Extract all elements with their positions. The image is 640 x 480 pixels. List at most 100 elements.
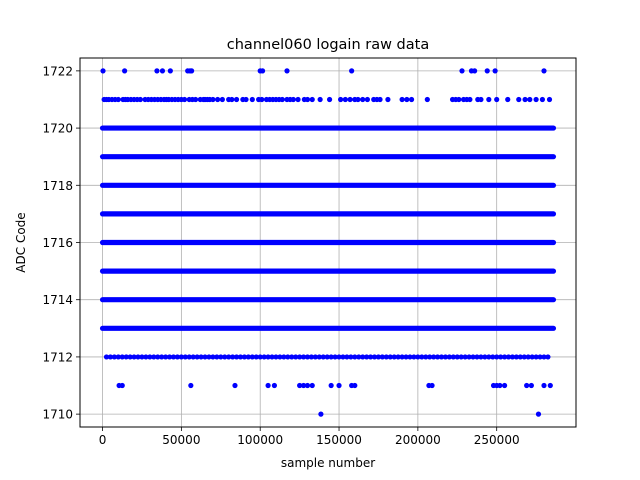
data-point	[399, 354, 405, 360]
data-point	[450, 354, 456, 360]
data-point	[438, 354, 445, 360]
data-point	[458, 354, 464, 360]
data-point	[474, 354, 480, 360]
data-point	[163, 354, 169, 360]
data-point	[505, 96, 511, 103]
data-point	[348, 354, 354, 360]
data-point	[338, 96, 344, 103]
data-point	[467, 96, 473, 103]
data-point	[349, 68, 355, 74]
data-point	[284, 68, 290, 74]
data-point	[509, 354, 516, 360]
data-point	[521, 354, 527, 360]
data-point	[154, 68, 160, 74]
data-point	[318, 411, 324, 417]
data-point	[166, 354, 173, 360]
data-point	[202, 354, 208, 360]
data-point	[332, 354, 338, 360]
data-point	[442, 354, 449, 360]
data-point	[308, 354, 315, 360]
data-point	[127, 354, 133, 360]
data-point	[462, 354, 468, 360]
data-point	[186, 354, 192, 360]
data-point	[290, 96, 296, 103]
data-point	[478, 96, 484, 103]
data-point	[424, 96, 430, 103]
y-tick-label: 1718	[42, 179, 73, 193]
data-point	[408, 96, 415, 103]
x-axis-label: sample number	[281, 456, 375, 470]
data-point	[170, 354, 177, 360]
data-point	[115, 354, 121, 360]
data-point	[139, 354, 145, 360]
data-point	[545, 354, 551, 360]
data-point	[304, 354, 311, 360]
data-point	[336, 382, 342, 389]
data-point	[181, 96, 188, 103]
data-point	[352, 354, 358, 360]
data-point	[472, 68, 478, 74]
data-point	[395, 354, 401, 360]
data-point	[167, 68, 173, 74]
data-point	[377, 96, 383, 103]
y-tick-label: 1720	[42, 122, 73, 136]
data-point	[486, 96, 492, 103]
data-point	[226, 354, 232, 360]
data-point	[456, 96, 462, 103]
data-point	[516, 96, 522, 103]
data-point	[229, 96, 235, 103]
data-point	[355, 96, 361, 103]
x-tick-label: 50000	[162, 433, 200, 447]
data-point	[537, 354, 543, 360]
data-point	[541, 382, 547, 389]
data-point	[259, 96, 265, 103]
data-point	[527, 96, 533, 103]
data-point	[257, 354, 263, 360]
data-point	[293, 354, 299, 360]
data-point	[524, 382, 530, 389]
data-point	[391, 354, 397, 360]
y-tick-label: 1710	[42, 408, 73, 422]
data-point	[403, 354, 409, 360]
data-point	[356, 354, 362, 360]
data-point	[429, 382, 435, 389]
data-point	[375, 354, 382, 360]
y-tick-label: 1716	[42, 236, 73, 250]
data-point	[459, 68, 465, 74]
data-point	[501, 382, 508, 389]
data-point	[494, 354, 500, 360]
y-axis-label: ADC Code	[14, 212, 28, 272]
data-point	[190, 354, 196, 360]
data-point	[517, 354, 523, 360]
data-point	[111, 354, 117, 360]
data-point	[198, 354, 204, 360]
data-point	[100, 68, 106, 74]
data-point	[218, 354, 224, 360]
data-point	[297, 354, 303, 360]
data-point	[347, 96, 353, 103]
data-point	[214, 354, 220, 360]
data-point	[371, 354, 378, 360]
data-point	[547, 382, 553, 389]
data-point	[533, 354, 539, 360]
data-point	[328, 354, 334, 360]
data-point	[194, 354, 200, 360]
data-point	[245, 354, 251, 360]
y-tick-label: 1722	[42, 64, 73, 78]
data-point	[119, 354, 125, 360]
y-tick-label: 1712	[42, 350, 73, 364]
data-point	[182, 354, 188, 360]
data-point	[446, 354, 452, 360]
data-point	[210, 96, 216, 103]
x-tick-label: 200000	[395, 433, 441, 447]
data-point	[497, 382, 503, 389]
data-point	[233, 96, 240, 103]
data-point	[316, 354, 322, 360]
x-tick-label: 250000	[474, 433, 520, 447]
data-point	[364, 96, 371, 103]
data-point	[188, 382, 194, 389]
data-point	[340, 354, 346, 360]
data-point	[360, 96, 366, 103]
data-point	[383, 354, 389, 360]
data-point	[486, 354, 492, 360]
